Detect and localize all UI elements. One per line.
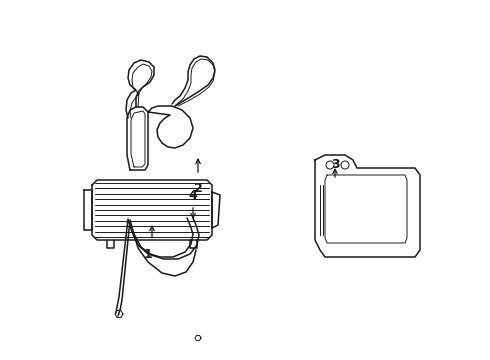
Text: 2: 2	[194, 182, 202, 195]
Text: 1: 1	[144, 248, 152, 261]
Text: 3: 3	[331, 158, 339, 171]
Text: 4: 4	[189, 189, 197, 202]
